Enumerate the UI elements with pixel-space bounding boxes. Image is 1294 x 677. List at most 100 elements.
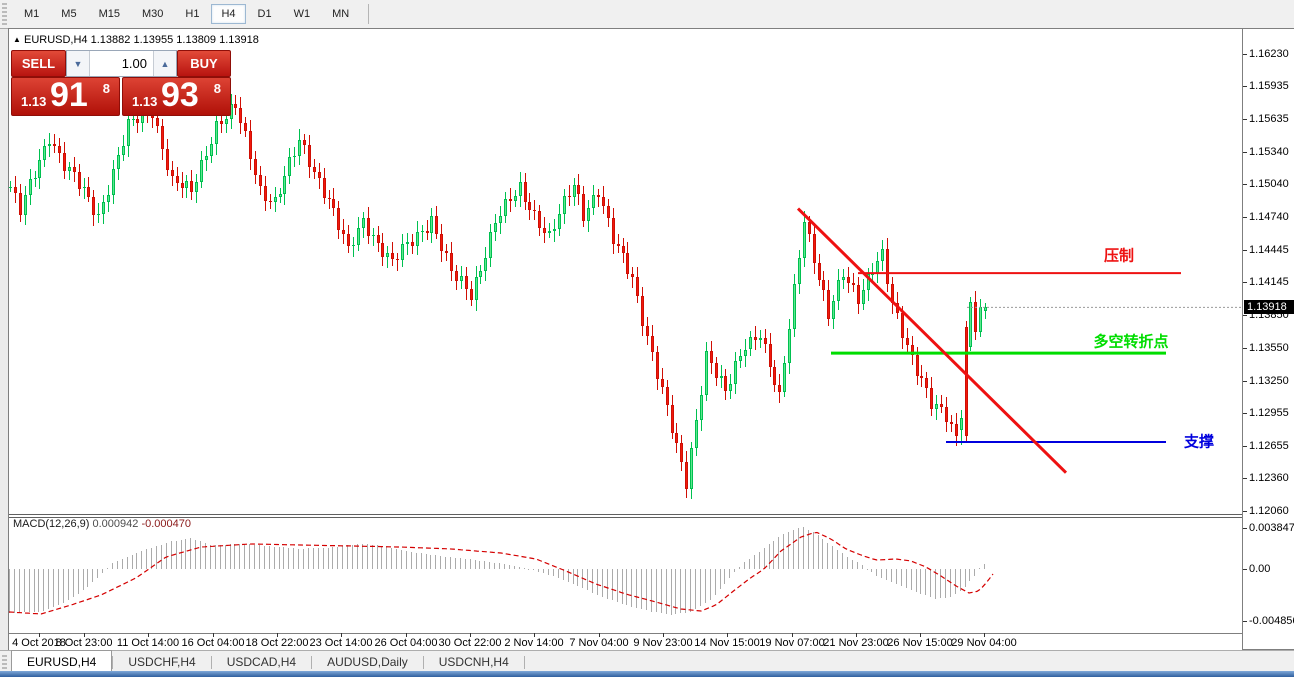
chart-tab-usdchf-h4[interactable]: USDCHF,H4 (128, 655, 196, 669)
candle (415, 231, 419, 246)
candle (729, 383, 733, 391)
macd-histogram-bar (758, 551, 760, 569)
pane-divider-2 (9, 517, 1294, 518)
macd-histogram-bar (156, 546, 157, 569)
macd-histogram-bar (636, 569, 638, 608)
candle-wick (353, 236, 354, 257)
chart-tab-usdcnh-h4[interactable]: USDCNH,H4 (438, 655, 509, 669)
candle (479, 270, 483, 277)
timeframe-button-mn[interactable]: MN (332, 8, 350, 20)
volume-input[interactable]: 1.00 (121, 56, 147, 71)
buy-price-box[interactable]: 1.13 93 8 (122, 76, 231, 116)
volume-decrease-button[interactable]: ▼ (67, 51, 90, 76)
candle (102, 202, 106, 215)
price-axis-tick (1243, 151, 1247, 153)
macd-histogram-bar (601, 569, 603, 598)
candle-wick (132, 108, 134, 127)
candle-wick (54, 134, 56, 153)
candle (601, 196, 605, 207)
timeframe-button-d1[interactable]: D1 (257, 8, 272, 20)
candle (209, 144, 213, 157)
buy-price-big: 93 (161, 76, 199, 114)
macd-histogram-bar (744, 562, 745, 569)
candle (670, 405, 674, 433)
toolbar-grip[interactable] (2, 3, 7, 25)
candle-wick (68, 161, 70, 180)
candle (454, 271, 458, 281)
candle (48, 143, 52, 146)
macd-histogram-bar (239, 543, 241, 569)
candle (356, 227, 360, 246)
macd-histogram-bar (910, 569, 912, 591)
candle (185, 180, 189, 189)
candle (675, 432, 679, 443)
timeframe-button-m15[interactable]: M15 (98, 8, 120, 20)
macd-histogram-bar (709, 569, 711, 600)
macd-histogram-bar (195, 539, 197, 569)
macd-histogram-bar (200, 541, 202, 569)
time-axis[interactable]: 4 Oct 2018 8 Oct 23:00 11 Oct 14:00 16 Oct … (9, 633, 1242, 650)
macd-histogram-bar (489, 561, 491, 569)
candle-wick (98, 203, 100, 223)
time-axis-label: 14 Nov 15:00 (694, 637, 760, 649)
window-bottom-strip (0, 671, 1294, 677)
chart-plot-area[interactable]: ▲ EURUSD,H4 1.13882 1.13955 1.13809 1.13… (9, 29, 1242, 633)
candle (298, 139, 302, 156)
macd-histogram-bar (92, 569, 94, 583)
candle (352, 245, 355, 247)
candle (111, 169, 115, 196)
tabbar-grip[interactable] (2, 655, 7, 671)
candle (322, 178, 326, 198)
macd-histogram-bar (425, 554, 427, 569)
time-axis-label: 7 Nov 04:00 (569, 637, 629, 649)
macd-histogram-bar (552, 569, 554, 577)
timeframe-button-m30[interactable]: M30 (141, 8, 164, 20)
candle (768, 343, 772, 367)
timeframe-button-w1[interactable]: W1 (293, 8, 311, 20)
buy-button[interactable]: BUY (177, 50, 231, 77)
price-axis-label: 1.14145 (1249, 276, 1289, 289)
candle-wick (34, 171, 36, 188)
candle (548, 230, 551, 233)
macd-histogram-bar (381, 546, 383, 569)
macd-histogram-bar (969, 569, 971, 582)
timeframe-button-m5[interactable]: M5 (61, 8, 77, 20)
macd-histogram-bar (386, 546, 388, 569)
macd-histogram-bar (866, 568, 868, 570)
macd-histogram-bar (356, 543, 358, 569)
candle (18, 192, 22, 215)
sell-price-box[interactable]: 1.13 91 8 (11, 76, 120, 116)
chart-tab-eurusd-h4[interactable]: EURUSD,H4 (11, 650, 113, 672)
resistance-label: 压制 (1103, 247, 1135, 265)
macd-axis-label: 0.00 (1249, 563, 1271, 575)
price-axis-label: 1.16230 (1249, 48, 1289, 60)
pane-divider[interactable] (9, 514, 1294, 515)
volume-increase-button[interactable]: ▲ (153, 51, 176, 76)
timeframe-button-m1[interactable]: M1 (24, 8, 40, 20)
macd-axis-tick (1243, 569, 1247, 570)
candle (87, 187, 91, 197)
sell-button[interactable]: SELL (11, 50, 66, 77)
time-axis-tick (39, 633, 40, 637)
price-axis-tick (1243, 86, 1247, 88)
candle (224, 118, 228, 125)
chart-tab-usdcad-h4[interactable]: USDCAD,H4 (226, 655, 297, 669)
candle (440, 233, 444, 252)
macd-histogram-bar (82, 569, 84, 591)
chart-tab-audusd-daily[interactable]: AUDUSD,Daily (327, 655, 408, 669)
tab-separator (112, 656, 114, 669)
candle (714, 363, 718, 379)
macd-histogram-bar (401, 549, 402, 569)
candle (195, 181, 199, 192)
timeframe-button-h1[interactable]: H1 (185, 8, 200, 20)
macd-histogram-bar (719, 569, 721, 590)
candle-wick (328, 190, 330, 210)
timeframe-bar: M1 M5 M15 M30 H1 H4 D1 W1 MN (13, 4, 360, 24)
time-axis-label: 23 Oct 14:00 (309, 637, 373, 649)
time-axis-tick (599, 633, 600, 637)
macd-histogram-bar (170, 541, 172, 569)
price-axis[interactable]: 1.16230 1.15935 1.15635 1.15340 1.15040 1.147… (1242, 29, 1294, 649)
timeframe-button-h4[interactable]: H4 (211, 4, 246, 24)
collapse-icon[interactable]: ▲ (13, 35, 21, 44)
